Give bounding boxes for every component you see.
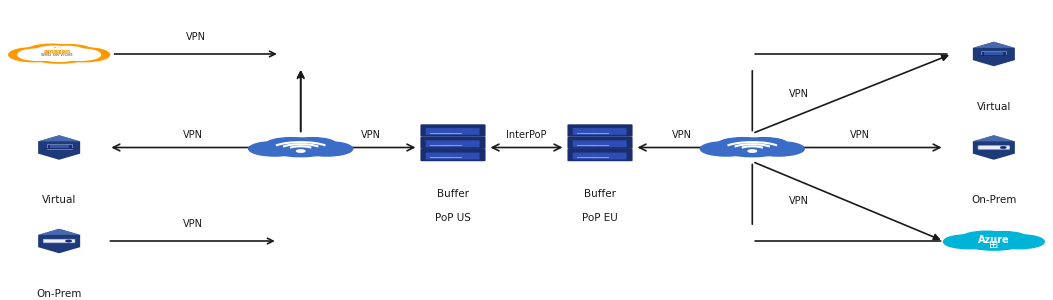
Circle shape [26, 45, 92, 63]
Text: ⊞: ⊞ [989, 240, 998, 250]
Circle shape [60, 49, 100, 60]
Circle shape [961, 232, 1027, 250]
Circle shape [267, 138, 334, 157]
Circle shape [34, 46, 75, 58]
FancyBboxPatch shape [985, 52, 1004, 55]
FancyBboxPatch shape [978, 146, 1010, 149]
Text: VPN: VPN [185, 32, 205, 42]
FancyBboxPatch shape [425, 128, 479, 135]
Text: On-Prem: On-Prem [37, 289, 82, 298]
Polygon shape [973, 42, 1015, 48]
FancyBboxPatch shape [573, 153, 627, 160]
Circle shape [8, 48, 59, 62]
Polygon shape [38, 229, 80, 253]
FancyBboxPatch shape [568, 149, 633, 161]
Circle shape [289, 138, 336, 151]
Circle shape [981, 232, 1027, 244]
Text: VPN: VPN [182, 219, 202, 229]
Text: PoP EU: PoP EU [582, 213, 618, 223]
Circle shape [297, 150, 305, 152]
Circle shape [249, 142, 301, 156]
Text: VPN: VPN [850, 130, 870, 140]
FancyBboxPatch shape [979, 55, 1009, 56]
Text: VPN: VPN [789, 196, 809, 206]
Circle shape [48, 46, 85, 57]
Text: Azure: Azure [978, 235, 1010, 244]
FancyBboxPatch shape [568, 136, 633, 149]
Circle shape [700, 142, 752, 156]
FancyBboxPatch shape [46, 144, 72, 149]
Circle shape [961, 231, 1012, 245]
Text: InterPoP: InterPoP [506, 130, 547, 140]
FancyBboxPatch shape [43, 239, 75, 243]
Circle shape [265, 138, 317, 152]
Circle shape [752, 142, 804, 156]
Polygon shape [973, 135, 1015, 160]
Circle shape [717, 138, 769, 152]
Circle shape [46, 45, 92, 57]
Text: VPN: VPN [361, 130, 381, 140]
FancyBboxPatch shape [981, 51, 1007, 56]
Text: Virtual: Virtual [977, 102, 1011, 112]
Text: VPN: VPN [789, 89, 809, 99]
Polygon shape [38, 135, 80, 160]
FancyBboxPatch shape [44, 148, 74, 149]
Text: PoP US: PoP US [435, 213, 471, 223]
Polygon shape [973, 135, 1015, 141]
Polygon shape [973, 42, 1015, 66]
Circle shape [740, 138, 788, 151]
FancyBboxPatch shape [49, 145, 68, 148]
FancyBboxPatch shape [420, 149, 485, 161]
FancyBboxPatch shape [425, 153, 479, 160]
Text: Buffer: Buffer [584, 189, 616, 199]
Text: web services: web services [41, 52, 73, 57]
Text: On-Prem: On-Prem [971, 195, 1016, 205]
Text: ::::: :::: [53, 46, 62, 52]
Text: VPN: VPN [183, 130, 203, 140]
Text: Buffer: Buffer [437, 189, 469, 199]
Circle shape [59, 48, 110, 62]
Text: amazon: amazon [43, 49, 71, 54]
Circle shape [301, 142, 353, 156]
FancyBboxPatch shape [420, 124, 485, 137]
FancyBboxPatch shape [573, 140, 627, 147]
Text: VPN: VPN [672, 130, 692, 140]
FancyBboxPatch shape [420, 136, 485, 149]
Circle shape [26, 44, 77, 58]
Circle shape [18, 49, 58, 60]
Circle shape [1000, 147, 1006, 148]
FancyBboxPatch shape [425, 140, 479, 147]
Circle shape [994, 235, 1045, 249]
Circle shape [33, 47, 85, 61]
FancyBboxPatch shape [568, 124, 633, 137]
Polygon shape [38, 229, 80, 235]
Circle shape [748, 150, 756, 152]
Circle shape [66, 240, 72, 242]
Polygon shape [38, 135, 80, 141]
Circle shape [719, 138, 786, 157]
Circle shape [943, 235, 994, 249]
Text: Virtual: Virtual [42, 195, 76, 205]
FancyBboxPatch shape [573, 128, 627, 135]
